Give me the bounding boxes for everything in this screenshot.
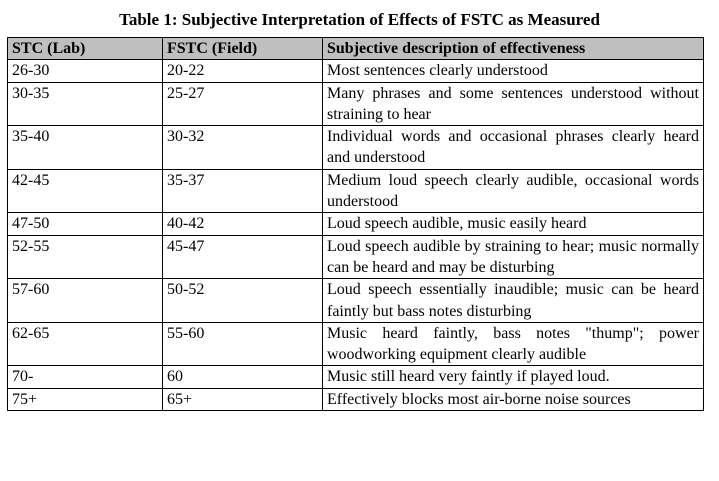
stc-cell: 26-30 xyxy=(7,59,163,83)
table-row: 62-65 55-60 Music heard faintly, bass no… xyxy=(7,321,704,367)
fstc-cell: 45-47 xyxy=(162,234,323,280)
stc-cell: 35-40 xyxy=(7,125,163,170)
fstc-cell: 35-37 xyxy=(162,168,323,214)
fstc-cell: 65+ xyxy=(162,387,323,412)
stc-cell: 62-65 xyxy=(7,321,163,367)
stc-cell: 30-35 xyxy=(7,81,163,127)
fstc-cell: 25-27 xyxy=(162,81,323,127)
fstc-cell: 50-52 xyxy=(162,278,323,323)
description-cell: Most sentences clearly understood xyxy=(322,59,704,83)
header-fstc-field: FSTC (Field) xyxy=(162,36,323,61)
fstc-cell: 40-42 xyxy=(162,212,323,236)
description-cell: Loud speech audible by straining to hear… xyxy=(322,234,704,280)
stc-cell: 75+ xyxy=(7,387,163,412)
description-cell: Music still heard very faintly if played… xyxy=(322,365,704,389)
table-row: 30-35 25-27 Many phrases and some senten… xyxy=(7,81,704,127)
table-row: 52-55 45-47 Loud speech audible by strai… xyxy=(7,234,704,280)
fstc-cell: 55-60 xyxy=(162,321,323,367)
header-stc-lab: STC (Lab) xyxy=(7,36,163,61)
description-cell: Effectively blocks most air-borne noise … xyxy=(322,387,704,412)
table-header-row: STC (Lab) FSTC (Field) Subjective descri… xyxy=(7,36,704,61)
fstc-cell: 30-32 xyxy=(162,125,323,170)
stc-cell: 57-60 xyxy=(7,278,163,323)
stc-cell: 42-45 xyxy=(7,168,163,214)
description-cell: Many phrases and some sentences understo… xyxy=(322,81,704,127)
stc-cell: 47-50 xyxy=(7,212,163,236)
description-cell: Medium loud speech clearly audible, occa… xyxy=(322,168,704,214)
stc-table: STC (Lab) FSTC (Field) Subjective descri… xyxy=(7,36,704,412)
description-cell: Music heard faintly, bass notes "thump";… xyxy=(322,321,704,367)
header-description: Subjective description of effectiveness xyxy=(322,36,704,61)
table-row: 75+ 65+ Effectively blocks most air-born… xyxy=(7,387,704,412)
stc-cell: 70- xyxy=(7,365,163,389)
fstc-cell: 60 xyxy=(162,365,323,389)
table-row: 42-45 35-37 Medium loud speech clearly a… xyxy=(7,168,704,214)
fstc-cell: 20-22 xyxy=(162,59,323,83)
table-caption: Table 1: Subjective Interpretation of Ef… xyxy=(119,10,600,29)
table-row: 26-30 20-22 Most sentences clearly under… xyxy=(7,59,704,83)
table-row: 47-50 40-42 Loud speech audible, music e… xyxy=(7,212,704,236)
description-cell: Loud speech essentially inaudible; music… xyxy=(322,278,704,323)
table-row: 57-60 50-52 Loud speech essentially inau… xyxy=(7,278,704,323)
stc-cell: 52-55 xyxy=(7,234,163,280)
table-row: 70- 60 Music still heard very faintly if… xyxy=(7,365,704,389)
description-cell: Loud speech audible, music easily heard xyxy=(322,212,704,236)
table-row: 35-40 30-32 Individual words and occasio… xyxy=(7,125,704,170)
description-cell: Individual words and occasional phrases … xyxy=(322,125,704,170)
